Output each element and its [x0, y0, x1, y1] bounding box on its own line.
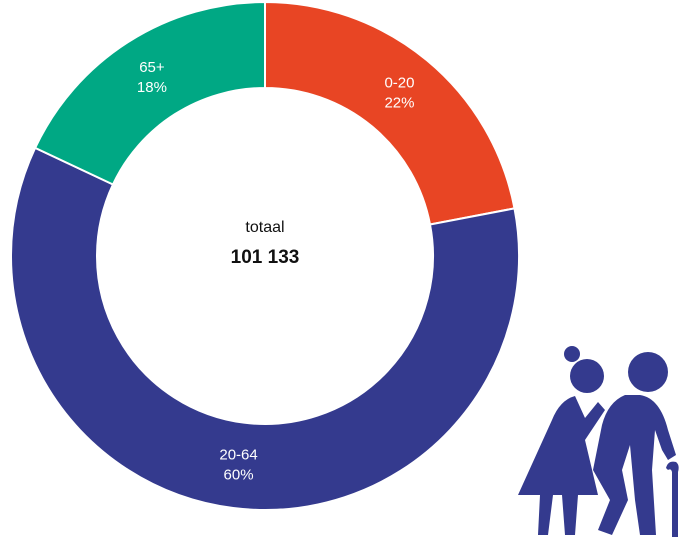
slice-value: 60%: [224, 466, 254, 483]
slice-value: 18%: [137, 79, 167, 96]
donut-slice: [264, 0, 516, 226]
donut: [10, 0, 520, 511]
slice-label: 0-20: [384, 74, 414, 91]
donut-slice: [10, 146, 520, 511]
slice-value: 22%: [384, 94, 414, 111]
slice-label: 20-64: [219, 446, 257, 463]
slice-label: 65+: [139, 59, 165, 76]
donut-slice: [33, 0, 266, 186]
elderly-icon: [518, 346, 679, 537]
center-value: 101 133: [231, 247, 300, 268]
center-title: totaal: [245, 219, 284, 236]
